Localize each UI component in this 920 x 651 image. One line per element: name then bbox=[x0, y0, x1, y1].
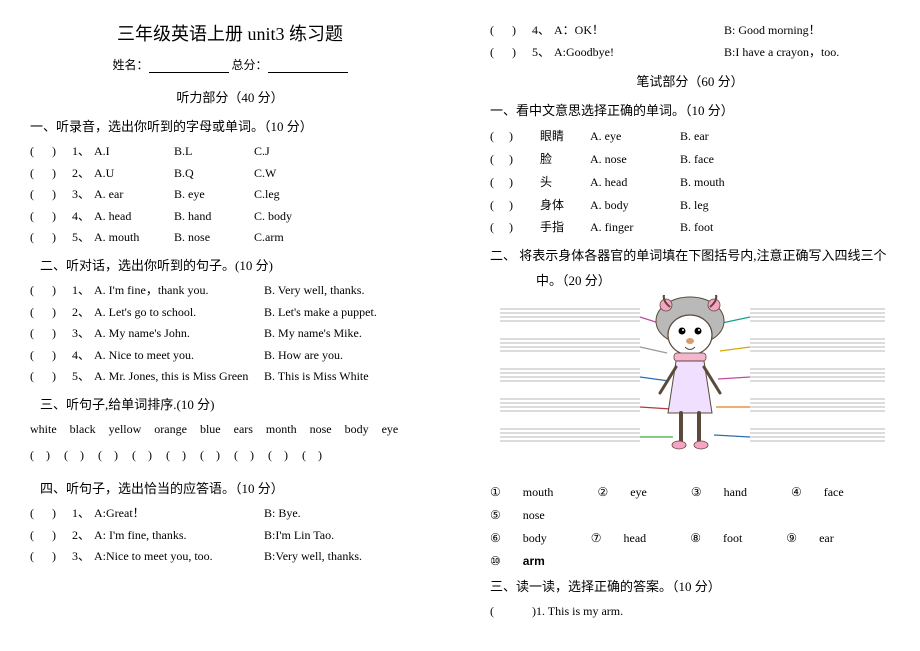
list-item: ( )手指A. fingerB. foot bbox=[490, 216, 890, 239]
wsec1-rows: ( )眼睛A. eyeB. ear( )脸A. noseB. face( )头A… bbox=[490, 125, 890, 239]
list-item: ( )4、A：OK！B: Good morning！ bbox=[490, 20, 890, 42]
list-item: ( )5、A:Goodbye!B:I have a crayon，too. bbox=[490, 42, 890, 64]
bank-item: ⑦head bbox=[591, 527, 668, 550]
bank-item: ④face bbox=[791, 481, 866, 504]
bank-item: ②eye bbox=[597, 481, 668, 504]
list-item: ( )5、A. Mr. Jones, this is Miss GreenB. … bbox=[30, 366, 430, 388]
list-item: ( )2、A. Let's go to school.B. Let's make… bbox=[30, 302, 430, 324]
sec4-heading: 四、听句子，选出恰当的应答语。（10 分） bbox=[30, 478, 430, 497]
list-item: ( )5、A. mouthB. noseC.arm bbox=[30, 227, 430, 249]
bank-item: ⑥body bbox=[490, 527, 569, 550]
sec4-rows-a: ( )1、A:Great！B: Bye.( )2、A: I'm fine, th… bbox=[30, 503, 430, 568]
word-bank: ①mouth ②eye ③hand ④face ⑤nose ⑥body ⑦head ⑧foo… bbox=[490, 481, 890, 572]
page-title: 三年级英语上册 unit3 练习题 bbox=[30, 20, 430, 46]
list-item: ( )1、A.IB.LC.J bbox=[30, 141, 430, 163]
bank-item: ①mouth bbox=[490, 481, 575, 504]
bank-item: ⑨ear bbox=[786, 527, 855, 550]
bank-item: ⑤nose bbox=[490, 504, 567, 527]
writing-title: 笔试部分（60 分） bbox=[490, 71, 890, 90]
list-item: ( )2、A: I'm fine, thanks.B:I'm Lin Tao. bbox=[30, 525, 430, 547]
list-item: ( )眼睛A. eyeB. ear bbox=[490, 125, 890, 148]
list-item: ( )3、A:Nice to meet you, too.B:Very well… bbox=[30, 546, 430, 568]
sec3-heading: 三、听句子,给单词排序.(10 分) bbox=[30, 394, 430, 413]
list-item: ( )3、A. earB. eyeC.leg bbox=[30, 184, 430, 206]
listening-title: 听力部分（40 分） bbox=[30, 87, 430, 106]
name-score-line: 姓名： 总分： bbox=[30, 56, 430, 73]
wsec1-heading: 一、看中文意思选择正确的单词。（10 分） bbox=[490, 100, 890, 119]
list-item: ( )1、A:Great！B: Bye. bbox=[30, 503, 430, 525]
list-item: ( )头A. headB. mouth bbox=[490, 171, 890, 194]
bank-item: ⑧foot bbox=[690, 527, 764, 550]
wsec2-heading2: 中。（20 分） bbox=[490, 270, 890, 289]
sec1-heading: 一、听录音，选出你听到的字母或单词。（10 分） bbox=[30, 116, 430, 135]
wsec2-heading1: 二、 将表示身体各器官的单词填在下图括号内,注意正确写入四线三个 bbox=[490, 245, 890, 264]
list-item: ( )1、A. I'm fine，thank you.B. Very well,… bbox=[30, 280, 430, 302]
wsec3-row: ( )1. This is my arm. bbox=[490, 601, 890, 623]
list-item: ( )脸A. noseB. face bbox=[490, 148, 890, 171]
list-item: ( )4、A. Nice to meet you.B. How are you. bbox=[30, 345, 430, 367]
name-blank bbox=[149, 72, 229, 73]
left-column: 三年级英语上册 unit3 练习题 姓名： 总分： 听力部分（40 分） 一、听… bbox=[0, 0, 460, 651]
sec3-blanks: ( )( )( )( )( )( )( )( )( ) bbox=[30, 445, 430, 467]
sec3-words: white black yellow orange blue ears mont… bbox=[30, 419, 430, 441]
wsec3-heading: 三、读一读，选择正确的答案。（10 分） bbox=[490, 576, 890, 595]
sec1-rows: ( )1、A.IB.LC.J( )2、A.UB.QC.W( )3、A. earB… bbox=[30, 141, 430, 249]
list-item: ( )2、A.UB.QC.W bbox=[30, 163, 430, 185]
diagram-svg bbox=[490, 295, 890, 475]
list-item: ( )3、A. My name's John.B. My name's Mike… bbox=[30, 323, 430, 345]
list-item: ( )4、A. headB. handC. body bbox=[30, 206, 430, 228]
sec2-rows: ( )1、A. I'm fine，thank you.B. Very well,… bbox=[30, 280, 430, 388]
sec2-heading: 二、听对话，选出你听到的句子。(10 分) bbox=[30, 255, 430, 274]
bank-item: ③hand bbox=[691, 481, 769, 504]
right-column: ( )4、A：OK！B: Good morning！( )5、A:Goodbye… bbox=[460, 0, 920, 651]
score-blank bbox=[268, 72, 348, 73]
list-item: ( )身体A. bodyB. leg bbox=[490, 194, 890, 217]
score-label: 总分： bbox=[232, 58, 268, 72]
body-diagram bbox=[490, 295, 890, 475]
sec4-rows-b: ( )4、A：OK！B: Good morning！( )5、A:Goodbye… bbox=[490, 20, 890, 63]
name-label: 姓名： bbox=[112, 58, 148, 72]
bank-item: ⑩arm bbox=[490, 550, 567, 573]
